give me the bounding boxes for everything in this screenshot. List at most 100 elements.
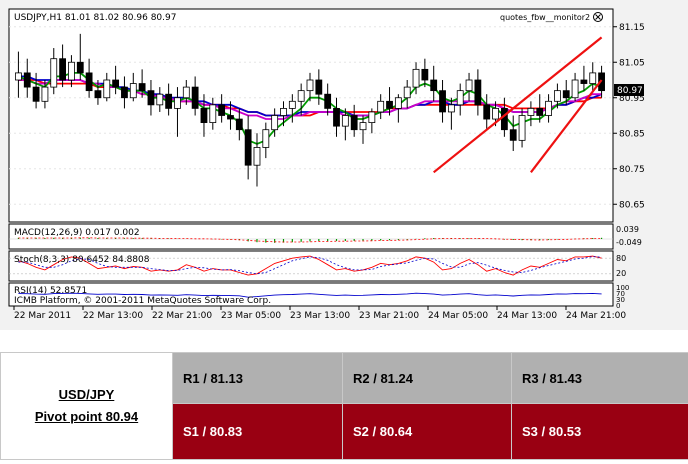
- x-tick-label: 23 Mar 21:00: [359, 311, 419, 321]
- candle-body: [527, 108, 535, 116]
- candle-body: [244, 129, 252, 166]
- x-tick-label: 22 Mar 21:00: [152, 311, 212, 321]
- candle-body: [554, 90, 561, 102]
- candle-body: [156, 93, 164, 106]
- candle-body: [121, 86, 128, 99]
- candle-body: [218, 104, 226, 116]
- stoch-tick-20: 20: [616, 269, 626, 278]
- candle-body: [492, 108, 499, 120]
- trend-channel-line: [433, 36, 603, 174]
- candle-body: [306, 79, 314, 92]
- r2-cell: R2 / 81.24: [342, 352, 512, 404]
- candle-body: [456, 90, 464, 106]
- candle-body: [580, 79, 588, 84]
- candle-body: [324, 93, 332, 109]
- candle-body: [68, 61, 75, 81]
- chart-area: 81.15 81.05 80.95 80.85 80.75 80.65 USDJPY,H1…: [0, 0, 688, 330]
- candle-body: [465, 79, 473, 92]
- candle-body: [129, 83, 137, 99]
- candle-body: [518, 115, 526, 141]
- candle-body: [41, 86, 49, 102]
- candle-body: [253, 147, 261, 166]
- candle-body: [227, 115, 234, 120]
- macd-tick-high: 0.039: [616, 225, 639, 234]
- rsi-tick-70: 70: [616, 290, 625, 298]
- rsi-line: [18, 292, 602, 298]
- x-tick-label: 24 Mar 05:00: [428, 311, 488, 321]
- candle-body: [394, 97, 402, 109]
- pivot-title-cell: USD/JPY Pivot point 80.94: [0, 352, 173, 460]
- candle-body: [412, 68, 420, 88]
- candle-body: [359, 122, 367, 131]
- candle-body: [589, 72, 597, 84]
- macd-signal-line: [18, 237, 602, 243]
- s3-cell: S3 / 80.53: [511, 403, 688, 460]
- candle-body: [182, 86, 190, 99]
- candle-body: [209, 104, 217, 123]
- x-tick-label: 24 Mar 21:00: [566, 311, 626, 321]
- x-tick-label: 23 Mar 13:00: [290, 311, 350, 321]
- candle-body: [76, 61, 84, 74]
- stoch-main-line: [18, 255, 602, 276]
- candle-body: [271, 115, 279, 131]
- r1-cell: R1 / 81.13: [172, 352, 343, 404]
- candle-body: [377, 100, 385, 113]
- x-tick-label: 22 Mar 13:00: [83, 311, 143, 321]
- candle-body: [447, 104, 455, 113]
- pivot-table: USD/JPY Pivot point 80.94 R1 / 81.13 R2 …: [0, 352, 688, 460]
- candle-body: [386, 100, 393, 109]
- x-tick-label: 22 Mar 2011: [14, 311, 71, 321]
- chart-header-text: USDJPY,H1 81.01 81.02 80.96 80.97: [14, 13, 176, 23]
- candle-body: [297, 90, 305, 102]
- candle-body: [333, 108, 340, 127]
- candle-body: [280, 108, 287, 116]
- candle-body: [509, 129, 517, 141]
- rsi-tick-0: 0: [616, 302, 620, 310]
- candle-body: [165, 93, 173, 109]
- rsi-label: RSI(14) 52.8571: [14, 286, 87, 296]
- macd-panel: [8, 223, 614, 250]
- candle-body: [200, 108, 208, 124]
- y-tick-label: 80.75: [619, 165, 645, 175]
- candle-body: [571, 79, 579, 99]
- candle-body: [147, 90, 155, 106]
- macd-label: MACD(12,26,9) 0.017 0.002: [14, 228, 140, 238]
- stoch-label: Stoch(8,3,3) 80.6452 84.8808: [14, 255, 150, 265]
- candle-body: [315, 79, 323, 95]
- price-chart: 81.15 81.05 80.95 80.85 80.75 80.65 USDJPY,H1…: [8, 8, 645, 321]
- candle-body: [403, 86, 411, 99]
- candle-body: [545, 100, 552, 116]
- candle-body: [474, 79, 482, 106]
- candle-body: [536, 108, 544, 116]
- candle-body: [59, 58, 66, 81]
- stoch-tick-80: 80: [616, 254, 626, 263]
- candle-body: [430, 79, 438, 92]
- candle-body: [112, 79, 120, 88]
- rsi-tick-30: 30: [616, 296, 625, 304]
- candle-body: [191, 86, 199, 109]
- current-price-label: 80.97: [617, 86, 643, 96]
- candle-body: [500, 108, 508, 131]
- candle-body: [350, 115, 358, 131]
- candle-body: [138, 83, 146, 92]
- candle-body: [85, 72, 93, 92]
- close-circle-icon[interactable]: [593, 12, 603, 22]
- trend-channel-line: [530, 79, 603, 173]
- candle-body: [32, 86, 40, 102]
- candle-body: [235, 118, 243, 131]
- macd-tick-low: -0.049: [616, 238, 642, 247]
- candle-body: [288, 100, 296, 109]
- monitor-name-text: quotes_fbw__monitor2: [500, 13, 590, 22]
- rsi-panel: [8, 282, 614, 307]
- x-tick-label: 24 Mar 13:00: [497, 311, 557, 321]
- candle-body: [341, 115, 349, 127]
- pair-title: USD/JPY: [58, 387, 115, 402]
- candle-body: [23, 72, 31, 88]
- candle-body: [368, 111, 376, 123]
- y-tick-label: 81.15: [619, 23, 645, 33]
- candle-body: [439, 90, 446, 113]
- candle-body: [421, 68, 429, 81]
- s1-cell: S1 / 80.83: [172, 403, 343, 460]
- x-tick-label: 23 Mar 05:00: [221, 311, 281, 321]
- s2-cell: S2 / 80.64: [342, 403, 512, 460]
